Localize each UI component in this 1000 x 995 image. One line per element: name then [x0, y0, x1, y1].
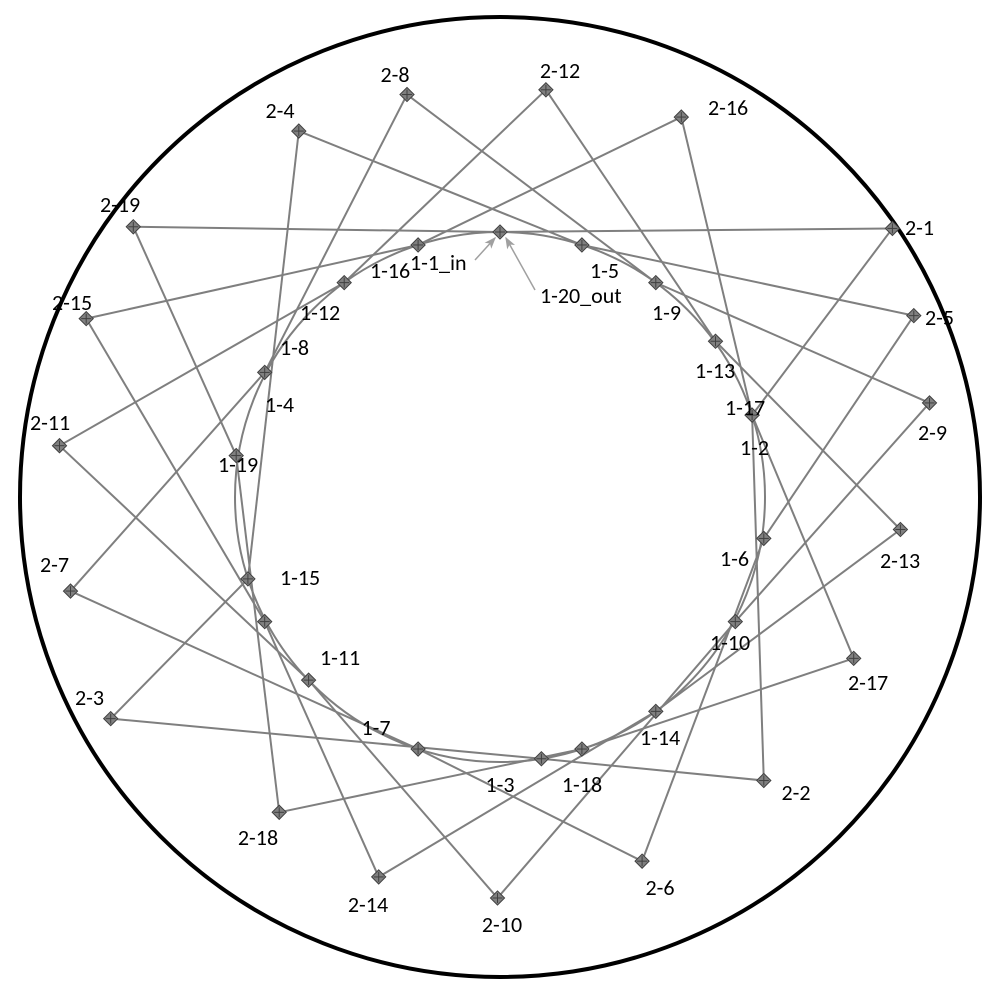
node-label: 2-6: [645, 874, 674, 901]
node-marker: [847, 651, 861, 665]
node-label: 2-2: [781, 779, 810, 806]
node-marker: [534, 752, 548, 766]
node-label: 1-3: [485, 771, 514, 798]
winding-diagram: 1-1_in 1-2 1-3 1-4 1-5 1-6 1-7 1-8 1-9 1-10 1-11 1-…: [0, 0, 1000, 995]
node-label: 1-19: [218, 451, 258, 478]
node-label: 2-8: [380, 61, 409, 88]
node-marker: [635, 854, 649, 868]
node-marker: [272, 805, 286, 819]
node-label: 1-15: [280, 564, 320, 591]
node-label: 2-3: [75, 684, 104, 711]
node-label: 1-13: [695, 357, 735, 384]
node-label: 2-17: [848, 669, 888, 696]
node-marker: [575, 238, 589, 252]
node-label: 1-10: [710, 629, 750, 656]
node-label: 1-6: [720, 545, 749, 572]
callout-arrows: [475, 238, 535, 290]
node-label: 2-14: [348, 891, 388, 918]
node-label: 1-1_in: [410, 249, 467, 276]
node-label: 1-4: [265, 391, 294, 418]
outer-circle: [20, 17, 980, 977]
node-label: 2-16: [708, 94, 748, 121]
node-label: 1-20_out: [540, 282, 622, 309]
node-marker: [411, 742, 425, 756]
node-labels: 1-1_in 1-2 1-3 1-4 1-5 1-6 1-7 1-8 1-9 1-10 1-11 1-…: [30, 57, 954, 938]
node-marker: [292, 124, 306, 138]
node-marker: [493, 225, 507, 239]
node-label: 1-12: [300, 299, 340, 326]
node-marker: [674, 110, 688, 124]
node-label: 2-4: [265, 97, 294, 124]
node-label: 1-5: [590, 257, 619, 284]
node-marker: [126, 220, 140, 234]
callout-arrow: [506, 238, 535, 290]
node-label: 1-8: [280, 334, 309, 361]
node-label: 2-18: [238, 824, 278, 851]
node-label: 2-5: [925, 304, 954, 331]
node-label: 2-12: [540, 57, 580, 84]
node-marker: [757, 531, 771, 545]
node-label: 2-15: [52, 289, 92, 316]
node-label: 1-2: [740, 434, 769, 461]
node-label: 2-13: [880, 547, 920, 574]
node-label: 1-16: [370, 257, 410, 284]
node-label: 1-14: [640, 724, 680, 751]
node-label: 1-9: [652, 299, 681, 326]
node-label: 2-10: [482, 911, 522, 938]
node-marker: [757, 773, 771, 787]
node-label: 1-18: [562, 771, 602, 798]
node-marker: [372, 870, 386, 884]
node-label: 2-9: [918, 419, 947, 446]
node-label: 1-11: [320, 644, 360, 671]
node-label: 2-1: [905, 214, 934, 241]
node-marker: [575, 742, 589, 756]
node-label: 2-7: [40, 551, 69, 578]
callout-arrow: [475, 238, 495, 260]
node-label: 1-7: [361, 714, 390, 741]
node-marker: [907, 309, 921, 323]
node-label: 1-17: [725, 394, 765, 421]
node-label: 2-11: [30, 409, 70, 436]
node-label: 2-19: [100, 191, 140, 218]
